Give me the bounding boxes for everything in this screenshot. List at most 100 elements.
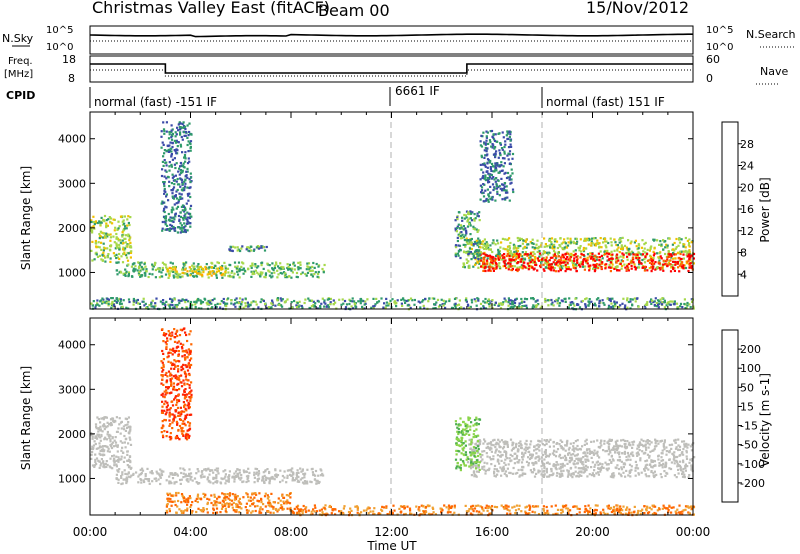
- heatmap-cell: [506, 132, 509, 135]
- heatmap-cell: [572, 266, 575, 269]
- heatmap-cell: [653, 470, 656, 473]
- heatmap-cell: [167, 199, 170, 202]
- heatmap-cell: [174, 215, 177, 218]
- heatmap-cell: [515, 504, 519, 507]
- heatmap-cell: [166, 499, 170, 503]
- heatmap-cell: [268, 479, 271, 482]
- heatmap-cell: [270, 302, 273, 305]
- heatmap-cell: [126, 464, 129, 467]
- heatmap-cell: [355, 505, 359, 508]
- heatmap-cell: [666, 246, 669, 249]
- heatmap-cell: [400, 298, 403, 301]
- heatmap-cell: [284, 276, 287, 279]
- heatmap-cell: [178, 508, 181, 511]
- heatmap-cell: [668, 263, 671, 266]
- heatmap-cell: [273, 478, 276, 481]
- heatmap-cell: [502, 165, 505, 168]
- heatmap-cell: [358, 512, 361, 515]
- heatmap-cell: [569, 303, 572, 306]
- heatmap-cell: [192, 262, 195, 265]
- heatmap-cell: [211, 469, 214, 472]
- heatmap-cell: [577, 303, 580, 306]
- heatmap-cell: [163, 181, 166, 184]
- heatmap-cell: [212, 504, 215, 507]
- heatmap-cell: [102, 242, 105, 245]
- heatmap-cell: [176, 188, 179, 192]
- heatmap-cell: [507, 152, 510, 155]
- heatmap-cell: [677, 266, 680, 269]
- heatmap-cell: [687, 250, 690, 253]
- heatmap-cell: [151, 299, 154, 302]
- heatmap-cell: [502, 260, 505, 263]
- heatmap-cell: [214, 501, 217, 505]
- heatmap-cell: [569, 509, 572, 512]
- heatmap-cell: [320, 508, 323, 511]
- heatmap-cell: [315, 479, 318, 482]
- heatmap-cell: [636, 253, 639, 256]
- heatmap-cell: [189, 477, 192, 480]
- heatmap-cell: [404, 301, 407, 304]
- heatmap-cell: [243, 471, 246, 474]
- heatmap-cell: [290, 306, 294, 309]
- heatmap-cell: [115, 473, 118, 476]
- heatmap-cell: [486, 188, 489, 191]
- heatmap-cell: [269, 503, 272, 506]
- heatmap-cell: [99, 425, 102, 428]
- heatmap-cell: [176, 145, 179, 148]
- heatmap-cell: [548, 259, 551, 262]
- heatmap-cell: [103, 254, 106, 257]
- heatmap-cell: [500, 177, 503, 180]
- heatmap-cell: [689, 458, 692, 461]
- heatmap-cell: [97, 459, 100, 462]
- heatmap-cell: [240, 303, 243, 306]
- heatmap-cell: [171, 128, 174, 131]
- heatmap-cell: [646, 506, 649, 509]
- heatmap-cell: [685, 306, 688, 309]
- heatmap-cell: [206, 478, 209, 481]
- heatmap-cell: [440, 298, 443, 301]
- heatmap-cell: [140, 268, 143, 271]
- heatmap-cell: [184, 208, 187, 211]
- heatmap-cell: [655, 302, 659, 305]
- heatmap-cell: [181, 306, 184, 310]
- heatmap-cell: [633, 265, 636, 268]
- heatmap-cell: [656, 509, 659, 512]
- heatmap-cell: [115, 237, 118, 240]
- heatmap-cell: [123, 215, 126, 218]
- heatmap-cell: [235, 509, 238, 512]
- heatmap-cell: [518, 266, 521, 269]
- heatmap-cell: [601, 257, 604, 260]
- heatmap-cell: [179, 128, 182, 131]
- heatmap-cell: [183, 469, 186, 472]
- heatmap-cell: [277, 497, 280, 500]
- heatmap-cell: [127, 243, 130, 246]
- heatmap-cell: [180, 501, 183, 504]
- heatmap-cell: [110, 423, 113, 426]
- heatmap-cell: [250, 266, 253, 269]
- heatmap-cell: [453, 304, 457, 307]
- heatmap-cell: [112, 235, 115, 238]
- heatmap-cell: [122, 229, 125, 232]
- heatmap-cell: [676, 262, 679, 265]
- heatmap-cell: [454, 244, 458, 247]
- heatmap-cell: [281, 305, 284, 308]
- heatmap-cell: [230, 302, 233, 305]
- heatmap-cell: [161, 266, 164, 270]
- heatmap-cell: [641, 258, 644, 262]
- heatmap-cell: [548, 474, 551, 477]
- heatmap-cell: [511, 172, 514, 175]
- heatmap-cell: [607, 453, 610, 456]
- heatmap-cell: [202, 475, 205, 478]
- heatmap-cell: [126, 459, 129, 462]
- heatmap-cell: [349, 299, 352, 303]
- heatmap-cell: [662, 269, 665, 272]
- heatmap-cell: [226, 267, 230, 270]
- heatmap-cell: [494, 156, 497, 159]
- heatmap-cell: [281, 479, 284, 482]
- heatmap-cell: [311, 265, 314, 268]
- heatmap-cell: [129, 425, 132, 429]
- heatmap-cell: [125, 418, 129, 421]
- heatmap-cell: [177, 214, 181, 218]
- heatmap-cell: [692, 513, 695, 516]
- heatmap-cell: [231, 476, 234, 479]
